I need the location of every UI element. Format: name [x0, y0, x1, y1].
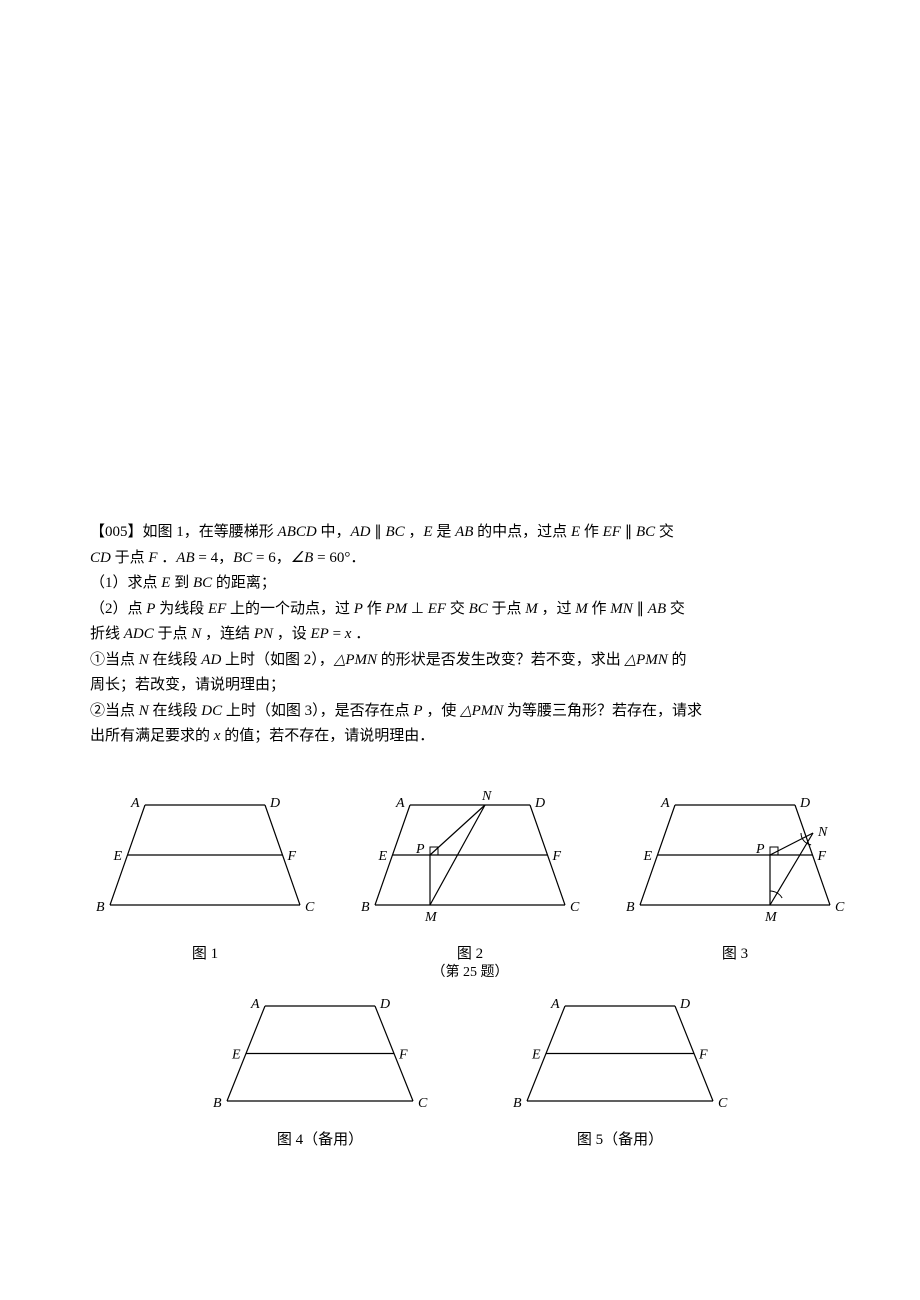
svg-text:F: F [817, 849, 827, 864]
svg-text:M: M [764, 910, 778, 925]
svg-text:N: N [481, 789, 492, 804]
problem-id: 【005】 [90, 524, 143, 540]
svg-text:E: E [378, 849, 388, 864]
svg-text:D: D [269, 796, 280, 811]
svg-text:F: F [552, 849, 562, 864]
svg-text:C: C [835, 900, 845, 915]
sub-2-l2: 出所有满足要求的 x 的值；若不存在，请说明理由． [90, 724, 830, 750]
svg-text:A: A [130, 796, 140, 811]
figure-row-1: A D B C E F 图 1 A D B C E F P M N 图 2 A D B C E F P M N 图 3 [90, 785, 850, 963]
svg-text:B: B [213, 1096, 222, 1111]
sub-2-l1: ②当点 N 在线段 DC 上时（如图 3），是否存在点 P ，使 △PMN 为等… [90, 699, 830, 725]
svg-text:F: F [287, 849, 297, 864]
svg-text:C: C [718, 1096, 728, 1111]
svg-text:A: A [250, 997, 260, 1012]
figure-1: A D B C E F [90, 785, 320, 935]
svg-text:B: B [96, 900, 105, 915]
svg-text:C: C [570, 900, 580, 915]
svg-text:B: B [626, 900, 635, 915]
figure-3-label: 图 3 [620, 942, 850, 963]
svg-text:C: C [418, 1096, 428, 1111]
figure-2-block: A D B C E F P M N 图 2 [355, 785, 585, 963]
problem-text: 【005】如图 1，在等腰梯形 ABCD 中，AD ∥ BC ，E 是 AB 的… [90, 520, 830, 750]
figure-subtitle: （第 25 题） [90, 961, 850, 981]
figure-4-block: A D B C E F 图 4（备用） [205, 991, 435, 1149]
figure-row-2: A D B C E F 图 4（备用） A D B C E F 图 5（备用） [90, 991, 850, 1149]
svg-text:B: B [361, 900, 370, 915]
question-1: （1）求点 E 到 BC 的距离； [90, 571, 830, 597]
sub-1-l1: ①当点 N 在线段 AD 上时（如图 2），△PMN 的形状是否发生改变？若不变… [90, 648, 830, 674]
svg-text:B: B [513, 1096, 522, 1111]
svg-text:E: E [231, 1048, 241, 1063]
figure-2: A D B C E F P M N [355, 785, 585, 935]
svg-text:A: A [550, 997, 560, 1012]
svg-text:A: A [395, 796, 405, 811]
svg-text:F: F [698, 1048, 708, 1063]
line-2: CD 于点 F ．AB = 4，BC = 6，∠B = 60°． [90, 546, 830, 572]
figure-5-block: A D B C E F 图 5（备用） [505, 991, 735, 1149]
svg-text:F: F [398, 1048, 408, 1063]
figure-5-label: 图 5（备用） [505, 1128, 735, 1149]
question-2-l1: （2）点 P 为线段 EF 上的一个动点，过 P 作 PM ⊥ EF 交 BC … [90, 597, 830, 623]
figures-block: A D B C E F 图 1 A D B C E F P M N 图 2 A D B C E F P M N 图 3 （… [90, 785, 850, 1149]
svg-text:A: A [660, 796, 670, 811]
figure-4-label: 图 4（备用） [205, 1128, 435, 1149]
question-2-l2: 折线 ADC 于点 N ，连结 PN ，设 EP = x ． [90, 622, 830, 648]
svg-text:M: M [424, 910, 438, 925]
svg-text:E: E [113, 849, 123, 864]
figure-1-label: 图 1 [90, 942, 320, 963]
figure-5: A D B C E F [505, 991, 735, 1121]
svg-text:D: D [679, 997, 690, 1012]
figure-1-block: A D B C E F 图 1 [90, 785, 320, 963]
figure-3: A D B C E F P M N [620, 785, 850, 935]
figure-2-label: 图 2 [355, 942, 585, 963]
svg-text:E: E [531, 1048, 541, 1063]
svg-text:D: D [534, 796, 545, 811]
sub-1-l2: 周长；若改变，请说明理由； [90, 673, 830, 699]
svg-text:P: P [755, 842, 765, 857]
svg-text:D: D [799, 796, 810, 811]
figure-4: A D B C E F [205, 991, 435, 1121]
svg-text:P: P [415, 842, 425, 857]
svg-text:N: N [817, 825, 828, 840]
svg-text:D: D [379, 997, 390, 1012]
figure-3-block: A D B C E F P M N 图 3 [620, 785, 850, 963]
svg-text:E: E [643, 849, 653, 864]
line-1: 【005】如图 1，在等腰梯形 ABCD 中，AD ∥ BC ，E 是 AB 的… [90, 520, 830, 546]
svg-text:C: C [305, 900, 315, 915]
